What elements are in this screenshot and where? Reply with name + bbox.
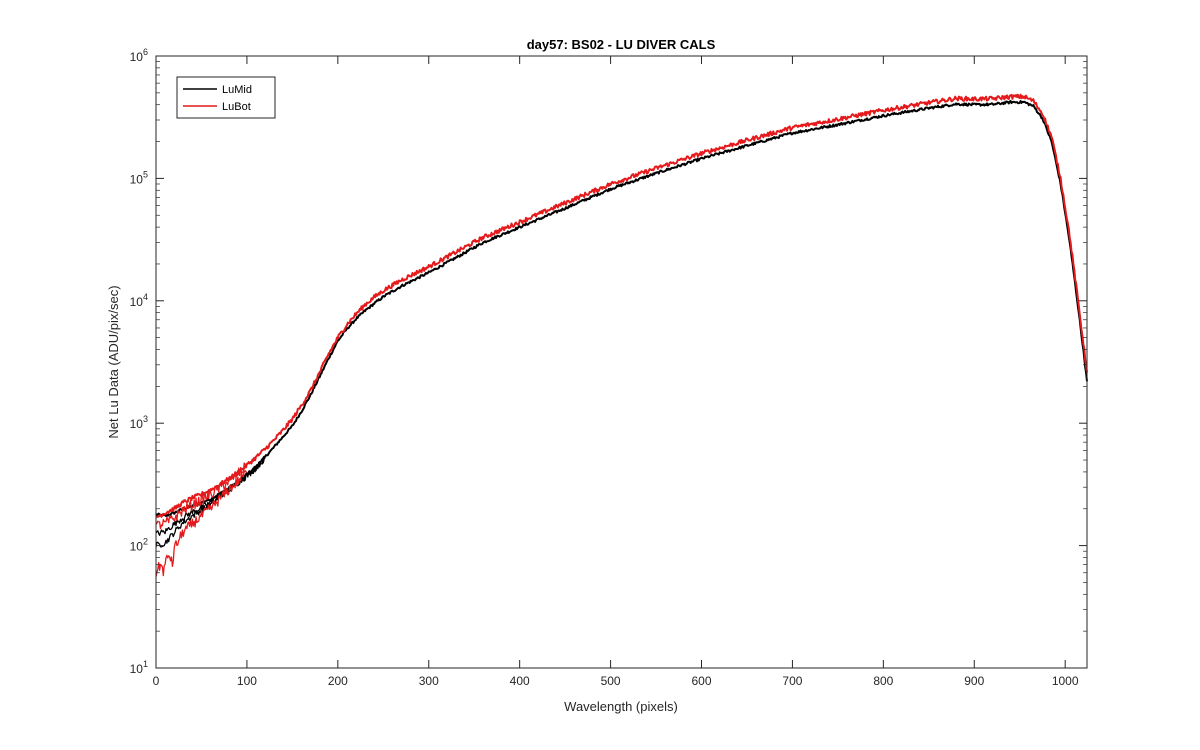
- chart-title: day57: BS02 - LU DIVER CALS: [527, 37, 716, 52]
- x-tick-label: 300: [419, 674, 439, 688]
- x-tick-label: 1000: [1052, 674, 1079, 688]
- y-tick-label: 104: [130, 292, 148, 309]
- x-axis-title: Wavelength (pixels): [564, 699, 678, 714]
- x-tick-label: 500: [601, 674, 621, 688]
- x-tick-label: 400: [510, 674, 530, 688]
- legend-box: [176, 76, 276, 119]
- series-layer: [155, 93, 1088, 577]
- legend: LuMid LuBot: [176, 76, 276, 119]
- y-tick-label: 105: [130, 169, 148, 186]
- x-tick-label: 100: [237, 674, 257, 688]
- series-line-lubot: [155, 93, 1088, 518]
- series-line-lumid-aux-2: [155, 456, 266, 548]
- y-axis-title: Net Lu Data (ADU/pix/sec): [106, 285, 121, 438]
- series-line-lumid-aux-1: [155, 457, 266, 536]
- y-tick-label: 106: [130, 47, 148, 64]
- x-tick-label: 800: [873, 674, 893, 688]
- x-tick-label: 600: [691, 674, 711, 688]
- y-tick-label: 103: [130, 414, 148, 431]
- x-tick-label: 0: [153, 674, 160, 688]
- y-tick-label: 102: [130, 537, 148, 554]
- x-tick-label: 900: [964, 674, 984, 688]
- series-line-lubot-aux-2: [155, 469, 247, 577]
- ticks-layer: 0 100 200 300 400 500 600 700 800 900 1000 101 102 10…: [130, 47, 1087, 688]
- series-line-lumid: [155, 100, 1088, 518]
- axes-box: [155, 55, 1088, 669]
- legend-label-lumid: LuMid: [222, 84, 252, 96]
- x-tick-label: 200: [328, 674, 348, 688]
- y-tick-label: 101: [130, 659, 148, 676]
- x-tick-label: 700: [782, 674, 802, 688]
- plot-area: [156, 56, 1087, 668]
- series-line-lubot-aux-1: [155, 462, 248, 530]
- legend-label-lubot: LuBot: [222, 101, 251, 113]
